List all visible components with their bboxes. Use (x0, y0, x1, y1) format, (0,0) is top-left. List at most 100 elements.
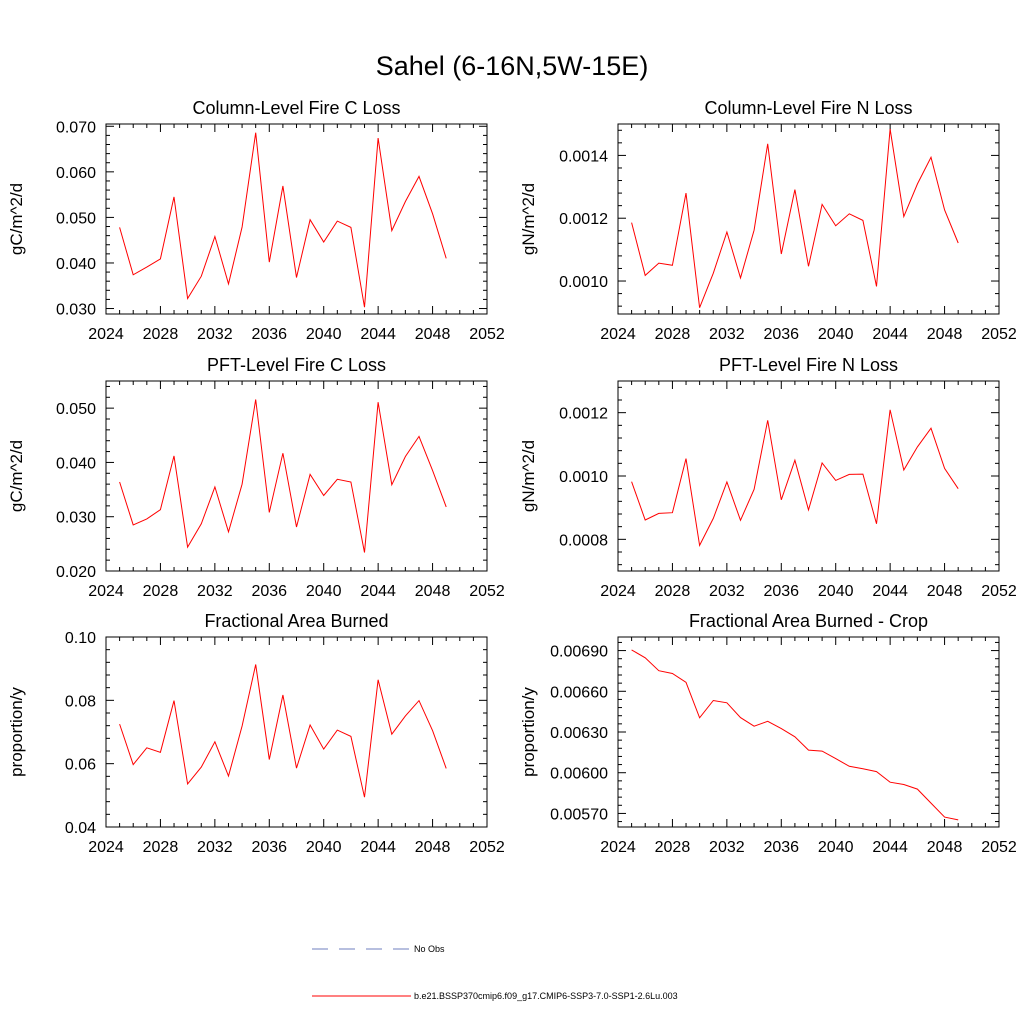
panel-3: 2024 2028 2032 2036 2040 2044 2048 2052 0.020 0.0… (7, 355, 505, 600)
x-tick-label: 2052 (469, 326, 505, 343)
x-tick-label: 2048 (415, 839, 451, 856)
y-tick-label: 0.00630 (550, 725, 608, 742)
series-line (119, 399, 447, 553)
x-tick-label: 2028 (143, 326, 179, 343)
series-line (119, 664, 447, 798)
x-tick-label: 2024 (88, 326, 124, 343)
x-tick-label: 2052 (981, 326, 1017, 343)
y-axis-label: proportion/y (519, 687, 538, 777)
x-tick-label: 2040 (818, 326, 854, 343)
panel-title: PFT-Level Fire N Loss (719, 355, 898, 375)
y-tick-label: 0.00600 (550, 766, 608, 783)
plot-frame (105, 123, 488, 315)
x-tick-label: 2032 (197, 326, 233, 343)
y-tick-label: 0.08 (65, 693, 96, 710)
x-tick-label: 2048 (415, 583, 451, 600)
x-tick-label: 2048 (415, 326, 451, 343)
y-tick-label: 0.020 (56, 564, 96, 581)
x-tick-label: 2028 (655, 326, 691, 343)
y-tick-label: 0.00660 (550, 684, 608, 701)
y-axis-label: gN/m^2/d (519, 440, 538, 512)
x-tick-label: 2028 (143, 583, 179, 600)
y-tick-label: 0.06 (65, 757, 96, 774)
x-tick-label: 2040 (818, 583, 854, 600)
x-tick-label: 2028 (143, 839, 179, 856)
plot-frame (105, 380, 488, 572)
y-tick-label: 0.050 (56, 401, 96, 418)
y-tick-label: 0.0010 (559, 469, 608, 486)
x-tick-label: 2048 (927, 839, 963, 856)
x-tick-label: 2024 (600, 839, 636, 856)
y-tick-label: 0.0012 (559, 211, 608, 228)
y-axis-label: gC/m^2/d (7, 183, 26, 255)
panel-title: Column-Level Fire N Loss (704, 98, 912, 118)
x-tick-label: 2040 (306, 583, 342, 600)
y-tick-label: 0.00690 (550, 644, 608, 661)
panel-6: 2024 2028 2032 2036 2040 2044 2048 2052 0.00570 0… (519, 611, 1017, 856)
y-tick-label: 0.0014 (559, 148, 608, 165)
panel-title: Column-Level Fire C Loss (192, 98, 400, 118)
x-tick-label: 2036 (251, 839, 287, 856)
x-tick-label: 2052 (469, 839, 505, 856)
x-tick-label: 2044 (872, 583, 908, 600)
y-tick-label: 0.04 (65, 820, 96, 837)
legend-model-label: b.e21.BSSP370cmip6.f09_g17.CMIP6-SSP3-7.… (414, 991, 678, 1001)
panel-title: Fractional Area Burned - Crop (689, 611, 928, 631)
main-title: Sahel (6-16N,5W-15E) (376, 51, 649, 81)
y-tick-label: 0.10 (65, 630, 96, 647)
x-tick-label: 2052 (981, 839, 1017, 856)
legend-obs-label: No Obs (414, 944, 445, 954)
y-tick-label: 0.070 (56, 119, 96, 136)
x-tick-label: 2044 (360, 326, 396, 343)
x-tick-label: 2024 (88, 839, 124, 856)
x-tick-label: 2032 (709, 326, 745, 343)
x-tick-label: 2032 (709, 839, 745, 856)
y-tick-label: 0.060 (56, 165, 96, 182)
x-tick-label: 2052 (981, 583, 1017, 600)
x-tick-label: 2048 (927, 583, 963, 600)
x-tick-label: 2036 (763, 326, 799, 343)
plot-frame (617, 636, 1000, 828)
x-tick-label: 2024 (88, 583, 124, 600)
x-tick-label: 2044 (872, 326, 908, 343)
x-tick-label: 2036 (251, 326, 287, 343)
y-axis-label: gN/m^2/d (519, 183, 538, 255)
x-tick-label: 2032 (197, 839, 233, 856)
y-tick-label: 0.050 (56, 210, 96, 227)
x-tick-label: 2036 (251, 583, 287, 600)
panel-4: 2024 2028 2032 2036 2040 2044 2048 2052 0.0008 0.… (519, 355, 1017, 600)
plot-frame (617, 380, 1000, 572)
x-tick-label: 2036 (763, 583, 799, 600)
x-tick-label: 2032 (709, 583, 745, 600)
x-tick-label: 2024 (600, 583, 636, 600)
x-tick-label: 2048 (927, 326, 963, 343)
x-tick-label: 2028 (655, 583, 691, 600)
y-tick-label: 0.040 (56, 455, 96, 472)
y-tick-label: 0.0012 (559, 406, 608, 423)
panel-title: PFT-Level Fire C Loss (207, 355, 386, 375)
x-tick-label: 2036 (763, 839, 799, 856)
x-tick-label: 2052 (469, 583, 505, 600)
plot-frame (105, 636, 488, 828)
y-tick-label: 0.030 (56, 510, 96, 527)
panel-title: Fractional Area Burned (204, 611, 388, 631)
x-tick-label: 2028 (655, 839, 691, 856)
y-tick-label: 0.0010 (559, 274, 608, 291)
x-tick-label: 2032 (197, 583, 233, 600)
x-tick-label: 2044 (360, 583, 396, 600)
x-tick-label: 2040 (306, 326, 342, 343)
series-line (631, 409, 959, 548)
y-axis-label: gC/m^2/d (7, 440, 26, 512)
panels: 2024 2028 2032 2036 2040 2044 2048 2052 0.030 0.0… (7, 98, 1017, 856)
series-line (119, 132, 447, 308)
y-tick-label: 0.0008 (559, 532, 608, 549)
legend: No Obs b.e21.BSSP370cmip6.f09_g17.CMIP6-… (312, 944, 678, 1001)
y-tick-label: 0.040 (56, 256, 96, 273)
panel-5: 2024 2028 2032 2036 2040 2044 2048 2052 0.04 0.06… (7, 611, 505, 856)
x-tick-label: 2024 (600, 326, 636, 343)
y-axis-label: proportion/y (7, 687, 26, 777)
series-line (631, 128, 959, 308)
panel-1: 2024 2028 2032 2036 2040 2044 2048 2052 0.030 0.0… (7, 98, 505, 343)
